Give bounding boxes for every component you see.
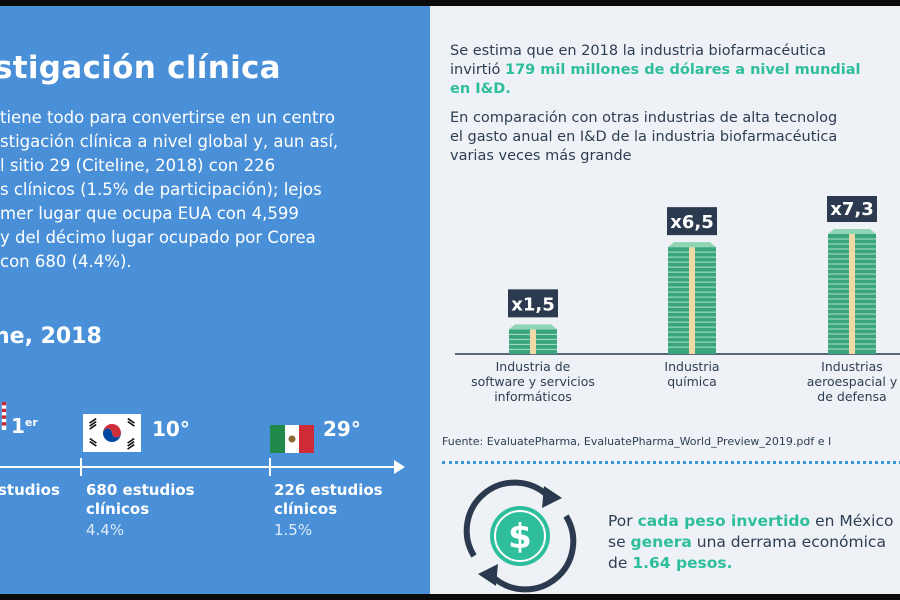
category-label: química: [667, 374, 717, 389]
paragraph-line: mer lugar que ocupa EUA con 4,599: [0, 204, 299, 223]
intro-line: Se estima que en 2018 la industria biofa…: [450, 43, 827, 59]
page-title: stigación clínica: [0, 50, 281, 86]
bar-money-stack: [828, 229, 876, 354]
rank-mexico: 29°: [323, 417, 361, 441]
rank-korea: 10°: [152, 417, 190, 441]
mexico-studies: 226 estudios clínicos: [274, 481, 383, 518]
svg-text:$: $: [508, 517, 532, 557]
right-panel: Se estima que en 2018 la industria biofa…: [430, 6, 900, 594]
dotted-divider: [442, 461, 900, 464]
comparison-line: varias veces más grande: [450, 148, 632, 164]
mexico-share: 1.5%: [274, 521, 313, 539]
section-subtitle: ne, 2018: [0, 324, 102, 349]
usa-studies: studios: [0, 481, 60, 499]
korea-flag-icon: [83, 414, 141, 452]
economic-impact-text: Por cada peso invertido en México se gen…: [608, 512, 894, 572]
paragraph-line: s clínicos (1.5% de participación); lejo…: [0, 180, 322, 199]
rank-usa: 1er: [11, 414, 38, 438]
value-label-box: [508, 289, 558, 318]
category-label: Industrias: [821, 359, 883, 374]
paragraph-line: l sitio 29 (Citeline, 2018) con 226: [0, 156, 276, 175]
timeline-tick: [80, 458, 82, 476]
category-label: informáticos: [494, 389, 572, 404]
dollar-cycle-icon: $: [463, 479, 577, 593]
mexico-flag-icon: [270, 425, 314, 453]
value-label-box: [827, 196, 877, 222]
category-label: Industria: [664, 359, 719, 374]
comparison-line: el gasto anual en I&D de la industria bi…: [450, 129, 838, 145]
korea-share: 4.4%: [86, 521, 125, 539]
source-note: Fuente: EvaluatePharma, EvaluatePharma_W…: [442, 435, 832, 448]
category-label: aeroespacial y: [807, 374, 898, 389]
korea-studies: 680 estudios clínicos: [86, 481, 195, 518]
intro-line: invirtió 179 mil millones de dólares a n…: [450, 62, 861, 78]
category-label: Industria de: [496, 359, 571, 374]
category-label: software y servicios: [471, 374, 595, 389]
value-label-box: [667, 207, 717, 236]
paragraph-line: y del décimo lugar ocupado por Corea: [0, 228, 316, 247]
bar-money-stack: [668, 242, 716, 354]
comparison-line: En comparación con otras industrias de a…: [450, 110, 838, 126]
paragraph-line: stigación clínica a nivel global y, aun …: [0, 132, 339, 151]
timeline-tick: [269, 458, 271, 476]
value-label: x1,5: [511, 294, 555, 315]
paragraph-line: tiene todo para convertirse en un centro: [0, 108, 335, 127]
value-label: x7,3: [830, 199, 874, 220]
timeline-arrow: [394, 460, 405, 474]
timeline-axis: [0, 466, 396, 468]
category-label: de defensa: [817, 389, 886, 404]
usa-flag-icon: [1, 402, 7, 430]
left-panel: stigación clínica tiene todo para conver…: [0, 6, 430, 594]
intro-line: en I&D.: [450, 81, 511, 97]
bar-money-stack: [509, 324, 557, 354]
paragraph-line: con 680 (4.4%).: [0, 252, 132, 271]
value-label: x6,5: [670, 212, 714, 233]
